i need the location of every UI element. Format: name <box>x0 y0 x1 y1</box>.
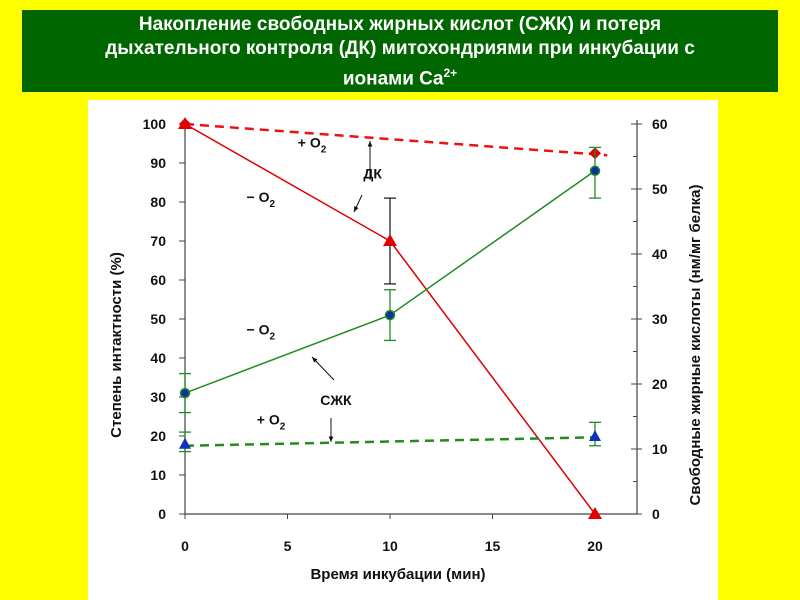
y2-tick-label: 50 <box>652 181 668 197</box>
x-tick-label: 5 <box>284 538 292 554</box>
x-tick-label: 10 <box>382 538 398 554</box>
triangle-marker <box>588 507 602 519</box>
y-tick-label: 50 <box>150 311 166 327</box>
annotation-subscript: 2 <box>280 421 286 432</box>
y-tick-label: 10 <box>150 467 166 483</box>
chart-panel <box>88 100 718 600</box>
x-tick-label: 0 <box>181 538 189 554</box>
annotation-subscript: 2 <box>269 332 275 343</box>
annotation-label: + O2 <box>298 134 327 155</box>
arrow-head-icon <box>312 357 318 363</box>
y-tick-label: 90 <box>150 155 166 171</box>
arrow-head-icon <box>367 141 373 147</box>
annotation-text: ДК <box>363 166 382 182</box>
y2-tick-label: 60 <box>652 116 668 132</box>
triangle-marker <box>179 437 191 449</box>
arrow-head-icon <box>354 206 359 212</box>
y-tick-label: 60 <box>150 272 166 288</box>
y2-tick-label: 10 <box>652 441 668 457</box>
y2-tick-label: 20 <box>652 376 668 392</box>
circle-marker <box>179 387 191 399</box>
annotation-label: − O2 <box>247 189 276 210</box>
annotation-text: − O <box>247 189 270 205</box>
y-axis-label: Степень интактности (%) <box>108 252 125 438</box>
y-tick-label: 40 <box>150 350 166 366</box>
y2-tick-label: 0 <box>652 506 660 522</box>
annotation-subscript: 2 <box>269 199 275 210</box>
series-line <box>184 122 608 157</box>
y-tick-label: 0 <box>158 506 166 522</box>
y-tick-label: 100 <box>143 116 167 132</box>
title-line-2: дыхательного контроля (ДК) митохондриями… <box>105 38 695 59</box>
title-line-1: Накопление свободных жирных кислот (СЖК)… <box>138 14 662 35</box>
annotation-text: + O <box>298 134 321 150</box>
y-tick-label: 20 <box>150 428 166 444</box>
annotation-label: + O2 <box>257 411 286 432</box>
title-sup: 2+ <box>443 66 458 80</box>
title-line-3: ионами Ca2+ <box>342 66 458 90</box>
triangle-marker <box>589 430 601 441</box>
annotation-text: + O <box>257 411 280 427</box>
annotation-subscript: 2 <box>321 144 327 155</box>
y2-tick-label: 40 <box>652 246 668 262</box>
x-tick-label: 15 <box>485 538 501 554</box>
circle-marker <box>589 165 601 177</box>
series-line <box>184 436 596 447</box>
circle-marker <box>384 309 396 321</box>
y2-axis-label: Свободные жирные кислоты (нм/мг белка) <box>687 185 704 506</box>
annotation-text: СЖК <box>320 392 352 408</box>
slide-title: Накопление свободных жирных кислот (СЖК)… <box>22 10 778 92</box>
x-axis-label: Время инкубации (мин) <box>310 566 485 583</box>
annotation-label: ДК <box>363 166 382 182</box>
annotation-text: − O <box>247 322 270 338</box>
triangle-marker <box>383 234 397 246</box>
annotation-label: СЖК <box>320 392 352 408</box>
y-tick-label: 70 <box>150 233 166 249</box>
y-tick-label: 30 <box>150 389 166 405</box>
x-tick-label: 20 <box>587 538 603 554</box>
diamond-marker <box>179 118 191 130</box>
arrow-head-icon <box>328 436 334 442</box>
annotation-label: − O2 <box>247 322 276 343</box>
y-tick-label: 80 <box>150 194 166 210</box>
y2-tick-label: 30 <box>652 311 668 327</box>
